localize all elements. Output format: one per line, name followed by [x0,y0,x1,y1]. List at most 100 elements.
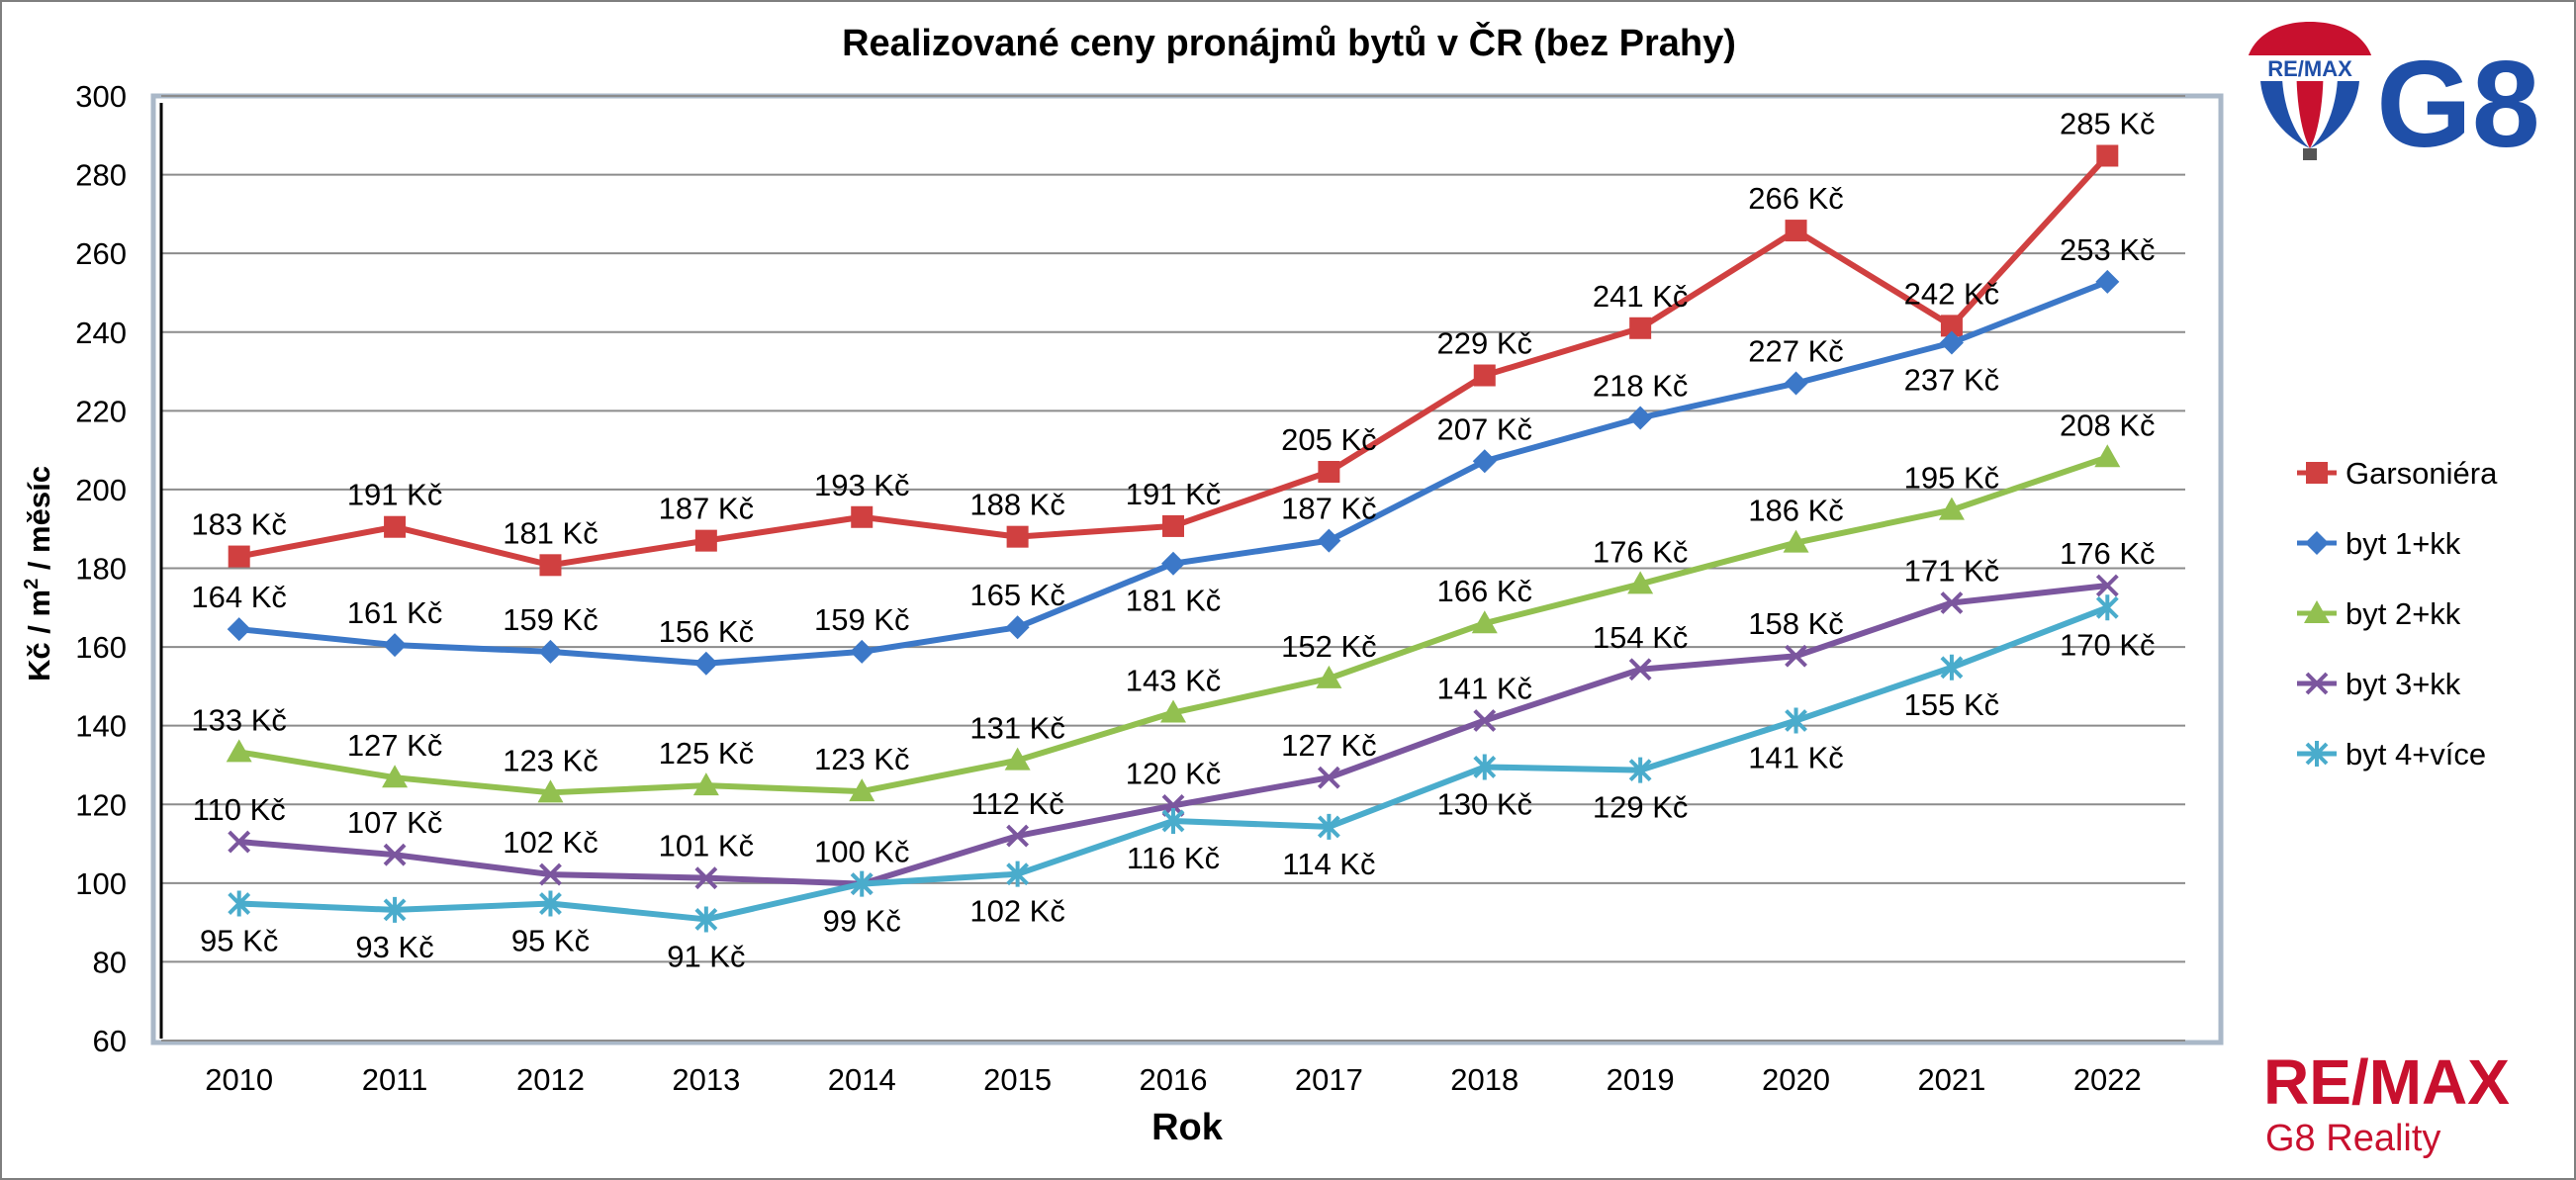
series-4-point [228,830,251,854]
remax-balloon-logo: RE/MAX [2244,22,2376,160]
series-1-point [1473,364,1496,387]
legend-label: Garsoniéra [2346,456,2498,491]
y-tick-label: 140 [75,709,127,744]
series-4-point [2095,574,2119,597]
series-3-data-label: 123 Kč [814,742,910,776]
series-2-point [1784,371,1808,396]
series-1-point [539,554,562,577]
series-5-data-label: 99 Kč [823,904,901,939]
series-5-point [1317,813,1340,840]
series-4-data-label: 107 Kč [347,805,443,840]
data-labels-layer: 183 Kč 191 Kč 181 Kč 187 Kč 193 Kč 188 Kč 191 … [191,106,2155,973]
legend-swatch-marker [2306,462,2328,484]
x-tick-label: 2019 [1607,1062,1675,1097]
series-5-point [1628,757,1652,783]
series-3-data-label: 127 Kč [347,728,443,763]
x-axis-title: Rok [1151,1107,1224,1148]
series-1-point [228,545,250,568]
series-3-data-label: 176 Kč [1593,534,1689,569]
series-2-data-label: 207 Kč [1437,411,1533,446]
series-3-point [1471,610,1498,634]
series-1-point [851,505,874,528]
series-2-data-label: 159 Kč [503,602,598,637]
series-1-point [384,515,407,538]
series-1-data-label: 266 Kč [1748,181,1844,216]
series-4-point [1317,766,1340,789]
series-2-point [2095,269,2120,294]
series-5-point [1161,807,1185,834]
series-5-data-label: 141 Kč [1748,740,1844,774]
legend-item: Garsoniéra [2297,456,2498,491]
series-1-data-label: 191 Kč [1126,477,1222,511]
series-1-data-label: 241 Kč [1593,279,1689,314]
series-1-data-label: 191 Kč [347,478,443,512]
legend-item: byt 3+kk [2297,667,2461,701]
series-4-data-label: 171 Kč [1904,554,2000,589]
series-1-point [1629,317,1652,339]
y-tick-label: 80 [93,945,127,979]
y-tick-label: 240 [75,316,127,350]
series-2 [227,269,2120,676]
series-4-data-label: 154 Kč [1593,620,1689,655]
balloon-badge-text: RE/MAX [2267,56,2352,81]
legend-label: byt 2+kk [2346,596,2461,631]
series-5-data-label: 102 Kč [969,894,1065,929]
y-tick-label: 260 [75,236,127,271]
series-2-point [1472,449,1497,474]
x-tick-label: 2017 [1295,1062,1363,1097]
series-1-data-label: 242 Kč [1904,276,2000,311]
series-3-point [537,779,564,803]
series-1-data-label: 193 Kč [814,468,910,502]
y-axis-title-rest: / měsíc [22,466,56,579]
series-2-point [383,633,408,658]
series-4-point [383,843,407,866]
series-3-data-label: 131 Kč [969,711,1065,746]
series-1-data-label: 181 Kč [503,515,598,550]
series-3-data-label: 133 Kč [191,702,287,737]
y-tick-label: 220 [75,394,127,428]
series-2-point [1628,406,1653,430]
legend-item: byt 1+kk [2297,526,2461,561]
series-3-point [1627,571,1654,594]
series-5-point [383,896,407,923]
series-2-data-label: 237 Kč [1904,362,2000,397]
legend-swatch-marker [2305,741,2329,767]
series-3-point [692,772,719,796]
series-2-data-label: 181 Kč [1126,584,1222,618]
series-2-data-label: 253 Kč [2060,232,2156,267]
series-1-point [1318,461,1340,484]
x-tick-label: 2021 [1917,1062,1985,1097]
y-tick-label: 280 [75,158,127,193]
series-4-data-label: 176 Kč [2060,536,2156,571]
x-tick-label: 2020 [1762,1062,1830,1097]
series-4-data-label: 102 Kč [503,825,598,860]
series-2-point [1161,551,1185,576]
series-5-point [1006,861,1030,887]
y-tick-labels: 60 80 100 120 140 160 180 200 220 240 260 280 300 [75,79,127,1058]
series-4-data-label: 120 Kč [1126,756,1222,790]
x-tick-label: 2012 [516,1062,585,1097]
balloon-badge [2244,55,2376,81]
series-4-data-label: 110 Kč [193,792,286,827]
series-5-data-label: 116 Kč [1127,841,1220,875]
series-4-data-label: 101 Kč [659,829,755,863]
series-1-point [2096,144,2119,167]
x-tick-label: 2022 [2073,1062,2142,1097]
balloon-basket [2303,148,2317,160]
series-3-data-label: 186 Kč [1748,494,1844,528]
series-3-point [2094,444,2121,468]
series-5-data-label: 95 Kč [200,924,278,958]
g8-logo: G8 [2376,37,2539,173]
x-tick-label: 2010 [205,1062,273,1097]
series-2-point [538,639,563,664]
series-2-point [1939,330,1964,355]
x-tick-label: 2015 [983,1062,1052,1097]
series-2-point [227,617,251,642]
series-1-data-label: 285 Kč [2060,106,2156,140]
series-3-point [1783,529,1809,553]
legend: Garsoniéra byt 1+kk byt 2+kk byt 3+kk byt 4+… [2297,456,2498,772]
series-5-data-label: 93 Kč [355,930,433,964]
series-1-point [1006,525,1029,548]
y-tick-label: 100 [75,866,127,901]
